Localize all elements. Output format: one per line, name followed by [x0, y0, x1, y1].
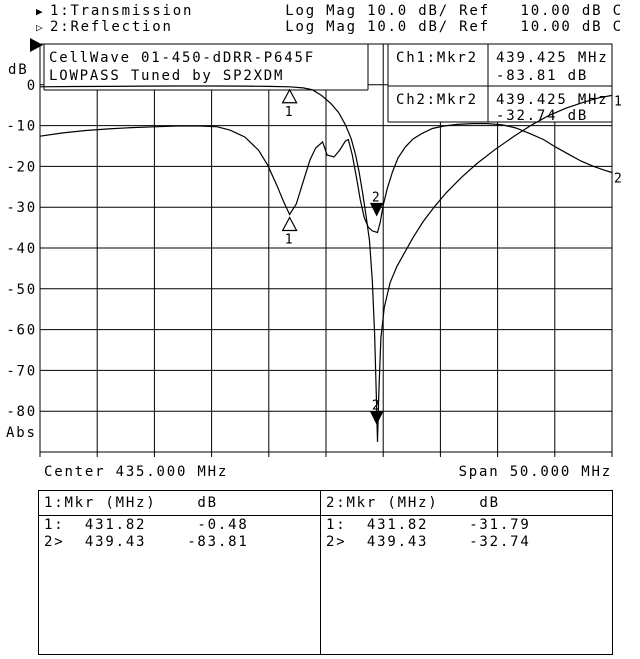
- header-line-2: ▷ 2:Reflection Log Mag 10.0 dB/ Ref 10.0…: [36, 19, 623, 35]
- y-tick-label: -10: [6, 119, 37, 135]
- marker-table-ch2-row1: 1: 431.82 -31.79: [326, 517, 531, 533]
- y-tick-label: -30: [6, 200, 37, 216]
- ch1-marker-freq: 439.425 MHz: [496, 50, 609, 66]
- trace-reflection: [39, 122, 613, 234]
- span-label: Span 50.000 MHz: [459, 464, 612, 480]
- marker-table-ch1-row2: 2> 439.43 -83.81: [44, 534, 249, 550]
- ch1-marker-label: Ch1:Mkr2: [396, 50, 478, 66]
- marker-2-symbol: [369, 411, 384, 425]
- marker-table-ch1: 1:Mkr (MHz) dB 1: 431.82 -0.48 2> 439.43…: [39, 491, 321, 654]
- trace-transmission: [39, 85, 613, 442]
- marker-1-label: 1: [285, 105, 295, 120]
- marker-table-ch1-row1: 1: 431.82 -0.48: [44, 517, 249, 533]
- marker-readout-box: Ch1:Mkr2 439.425 MHz -83.81 dB Ch2:Mkr2 …: [387, 44, 612, 124]
- y-tick-label: -20: [6, 159, 37, 175]
- y-tick-label: -60: [6, 323, 37, 339]
- marker-2-label: 2: [372, 399, 382, 414]
- device-subtitle: LOWPASS Tuned by SP2XDM: [49, 68, 284, 84]
- marker-1-symbol: [281, 88, 298, 104]
- channel1-status-text: 1:Transmission Log Mag 10.0 dB/ Ref 10.0…: [50, 3, 623, 19]
- y-axis-labels: dB Abs 0 -10 -20 -30 -40 -50 -60 -70 -80: [6, 62, 37, 441]
- axis-ticks: [39, 452, 613, 457]
- marker-1-label: 1: [285, 233, 295, 248]
- ch2-marker-value: -32.74 dB: [496, 108, 588, 124]
- reference-level-icon: [30, 38, 43, 52]
- y-tick-label: -70: [6, 363, 37, 379]
- channel1-active-icon: ▶: [36, 4, 43, 18]
- ch2-marker-label: Ch2:Mkr2: [396, 92, 478, 108]
- center-frequency-label: Center 435.000 MHz: [44, 464, 228, 480]
- plot-border: [39, 43, 613, 453]
- y-tick-label: -80: [6, 404, 37, 420]
- marker-1-symbol: [281, 216, 298, 232]
- y-tick-label: 0: [27, 78, 37, 94]
- traces: 12: [39, 85, 624, 442]
- y-axis-abs-label: Abs: [6, 425, 37, 441]
- marker-2-symbol: [369, 202, 384, 217]
- channel2-status-text: 2:Reflection Log Mag 10.0 dB/ Ref 10.00 …: [50, 19, 623, 35]
- y-axis-unit: dB: [8, 62, 28, 78]
- channel2-active-icon: ▷: [36, 20, 43, 34]
- marker-table-ch1-header: 1:Mkr (MHz) dB: [39, 491, 320, 516]
- device-title: CellWave 01-450-dDRR-P645F: [49, 50, 315, 66]
- marker-2-label: 2: [372, 190, 382, 205]
- y-tick-label: -40: [6, 241, 37, 257]
- ch1-marker-value: -83.81 dB: [496, 68, 588, 84]
- header-line-1: ▶ 1:Transmission Log Mag 10.0 dB/ Ref 10…: [36, 3, 623, 19]
- title-box: CellWave 01-450-dDRR-P645F LOWPASS Tuned…: [43, 44, 369, 91]
- response-plot: CellWave 01-450-dDRR-P645F LOWPASS Tuned…: [6, 38, 624, 480]
- marker-table-ch2: 2:Mkr (MHz) dB 1: 431.82 -31.79 2> 439.4…: [321, 491, 612, 654]
- trace-end-label-2: 2: [614, 172, 624, 187]
- marker-table-ch2-row2: 2> 439.43 -32.74: [326, 534, 531, 550]
- marker-table: 1:Mkr (MHz) dB 1: 431.82 -0.48 2> 439.43…: [38, 490, 613, 655]
- trace-end-label-1: 1: [614, 94, 624, 109]
- marker-table-ch2-header: 2:Mkr (MHz) dB: [321, 491, 612, 516]
- trace-markers: 1 1 2 2: [281, 88, 384, 425]
- y-tick-label: -50: [6, 282, 37, 298]
